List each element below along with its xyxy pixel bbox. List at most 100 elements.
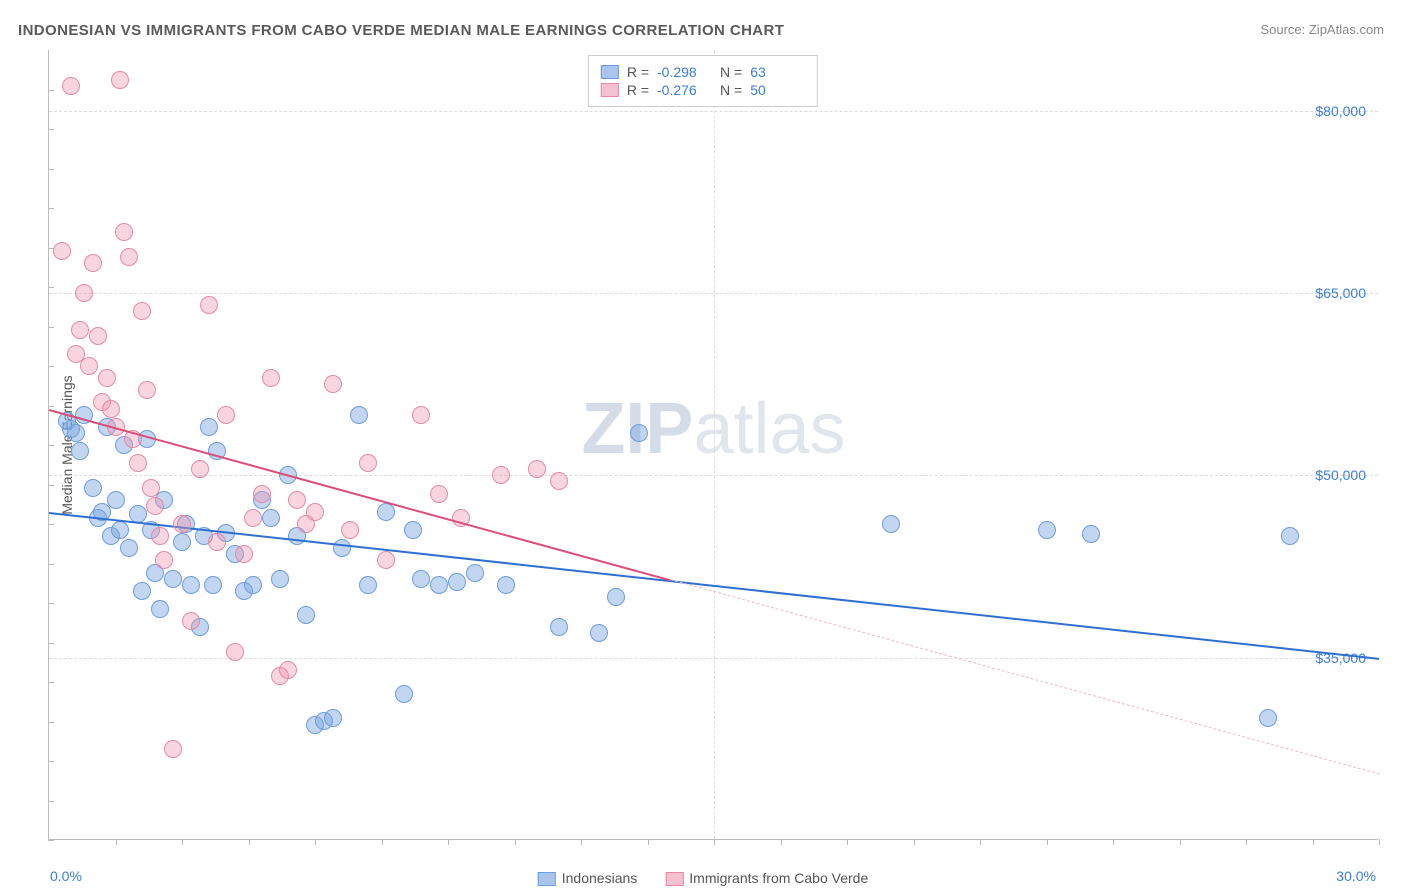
data-point — [1082, 525, 1100, 543]
legend-row-0: R = -0.298 N = 63 — [601, 64, 805, 80]
data-point — [333, 539, 351, 557]
data-point — [120, 248, 138, 266]
y-tick-label: $65,000 — [1315, 285, 1366, 301]
data-point — [279, 661, 297, 679]
legend-n-value-0: 63 — [750, 64, 805, 80]
data-point — [341, 521, 359, 539]
data-point — [1281, 527, 1299, 545]
y-tick — [48, 287, 54, 288]
y-tick — [48, 445, 54, 446]
data-point — [133, 582, 151, 600]
data-point — [71, 321, 89, 339]
x-tick — [581, 839, 582, 845]
x-tick — [182, 839, 183, 845]
data-point — [430, 485, 448, 503]
data-point — [120, 539, 138, 557]
data-point — [492, 466, 510, 484]
legend-n-value-1: 50 — [750, 82, 805, 98]
data-point — [155, 551, 173, 569]
y-tick — [48, 366, 54, 367]
data-point — [111, 521, 129, 539]
x-tick — [448, 839, 449, 845]
legend-item-1: Immigrants from Cabo Verde — [665, 870, 868, 886]
legend-r-label: R = — [627, 64, 649, 80]
data-point — [1259, 709, 1277, 727]
data-point — [67, 424, 85, 442]
data-point — [98, 369, 116, 387]
y-tick — [48, 327, 54, 328]
y-tick — [48, 169, 54, 170]
x-tick — [1379, 839, 1380, 845]
data-point — [448, 573, 466, 591]
data-point — [200, 418, 218, 436]
data-point — [191, 460, 209, 478]
y-tick — [48, 722, 54, 723]
data-point — [142, 479, 160, 497]
data-point — [146, 497, 164, 515]
y-tick — [48, 208, 54, 209]
x-tick — [1246, 839, 1247, 845]
legend-swatch-1 — [601, 83, 619, 97]
legend-r-label: R = — [627, 82, 649, 98]
data-point — [404, 521, 422, 539]
y-tick — [48, 801, 54, 802]
y-tick-label: $50,000 — [1315, 467, 1366, 483]
data-point — [528, 460, 546, 478]
x-tick — [648, 839, 649, 845]
data-point — [324, 709, 342, 727]
y-tick — [48, 524, 54, 525]
y-tick — [48, 761, 54, 762]
x-tick — [1180, 839, 1181, 845]
data-point — [151, 600, 169, 618]
data-point — [62, 77, 80, 95]
data-point — [395, 685, 413, 703]
x-tick — [315, 839, 316, 845]
data-point — [377, 551, 395, 569]
plot-area: Median Male Earnings ZIPatlas $35,000$50… — [48, 50, 1378, 840]
legend-n-label: N = — [720, 82, 742, 98]
data-point — [306, 503, 324, 521]
legend-r-value-1: -0.276 — [657, 82, 712, 98]
data-point — [204, 576, 222, 594]
y-tick — [48, 129, 54, 130]
data-point — [412, 406, 430, 424]
data-point — [200, 296, 218, 314]
data-point — [138, 381, 156, 399]
y-tick — [48, 682, 54, 683]
data-point — [412, 570, 430, 588]
x-tick — [116, 839, 117, 845]
x-tick — [781, 839, 782, 845]
data-point — [359, 576, 377, 594]
data-point — [497, 576, 515, 594]
data-point — [324, 375, 342, 393]
data-point — [262, 509, 280, 527]
data-point — [133, 302, 151, 320]
data-point — [102, 400, 120, 418]
y-tick — [48, 90, 54, 91]
legend-swatch-b1 — [665, 872, 683, 886]
data-point — [217, 406, 235, 424]
data-point — [244, 576, 262, 594]
x-tick — [382, 839, 383, 845]
legend-n-label: N = — [720, 64, 742, 80]
data-point — [151, 527, 169, 545]
data-point — [466, 564, 484, 582]
data-point — [80, 357, 98, 375]
data-point — [89, 327, 107, 345]
data-point — [84, 254, 102, 272]
y-tick — [48, 406, 54, 407]
data-point — [164, 740, 182, 758]
legend-swatch-0 — [601, 65, 619, 79]
source-label: Source: ZipAtlas.com — [1260, 22, 1384, 37]
data-point — [226, 643, 244, 661]
data-point — [630, 424, 648, 442]
trend-line — [49, 409, 670, 581]
legend-row-1: R = -0.276 N = 50 — [601, 82, 805, 98]
gridline-v — [714, 50, 715, 839]
legend-r-value-0: -0.298 — [657, 64, 712, 80]
data-point — [164, 570, 182, 588]
x-tick — [1313, 839, 1314, 845]
x-tick — [980, 839, 981, 845]
x-tick — [1113, 839, 1114, 845]
data-point — [111, 71, 129, 89]
